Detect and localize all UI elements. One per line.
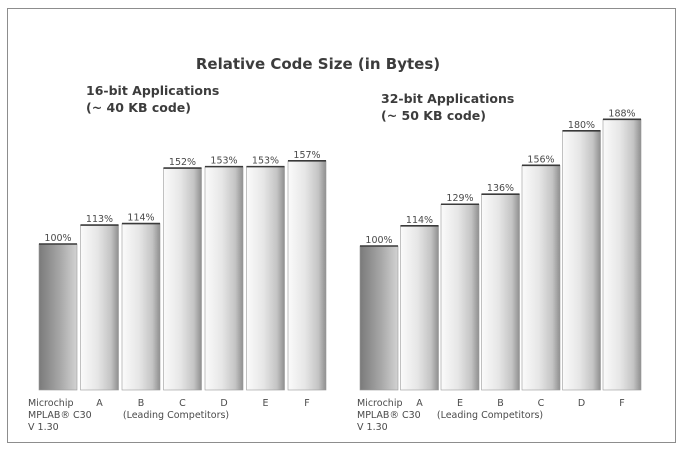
category-label-32bit: F [619, 398, 624, 409]
category-label-16bit: E [262, 398, 268, 409]
bar-16bit-a [80, 224, 119, 391]
category-label-16bit: F [304, 398, 309, 409]
panel-16bit-title: 16-bit Applications [86, 83, 219, 98]
value-label-32bit: 114% [406, 215, 433, 226]
baseline-label-16bit: V 1.30 [28, 422, 59, 433]
footnote-32bit: (Leading Competitors) [437, 410, 543, 421]
bar-16bit-d [204, 166, 244, 391]
baseline-label-32bit: MPLAB® C30 [357, 410, 421, 421]
value-label-32bit: 156% [527, 154, 554, 165]
bar-32bit-e [440, 203, 480, 391]
category-label-32bit: C [538, 398, 545, 409]
category-label-16bit: D [220, 398, 227, 409]
baseline-label-32bit: V 1.30 [357, 422, 388, 433]
bar-16bit-microchip [38, 243, 78, 391]
value-label-16bit: 157% [293, 150, 320, 161]
bar-16bit-b [121, 223, 161, 391]
category-label-32bit: D [578, 398, 585, 409]
value-label-16bit: 153% [210, 156, 237, 167]
bar-16bit-c [163, 167, 202, 391]
value-label-32bit: 136% [487, 183, 514, 194]
baseline-label-32bit: Microchip [357, 398, 402, 409]
bars-16bit-group: 100% 113% A 114% B 152% C 153% D 153% E 157% F Microc… [28, 150, 327, 433]
bars-32bit-group: 100% 114% A 129% E 136% B 156% C 180% D 188% F Microc… [357, 108, 642, 433]
category-label-16bit: C [179, 398, 186, 409]
baseline-label-16bit: MPLAB® C30 [28, 410, 92, 421]
panel-32bit-title: 32-bit Applications [381, 91, 514, 106]
category-label-32bit: B [497, 398, 504, 409]
value-label-16bit: 114% [127, 213, 154, 224]
bar-32bit-a [400, 225, 439, 391]
value-label-32bit: 129% [446, 193, 473, 204]
bar-32bit-b [481, 193, 520, 391]
value-label-16bit: 152% [169, 157, 196, 168]
bar-32bit-microchip [359, 245, 399, 391]
baseline-label-16bit: Microchip [28, 398, 73, 409]
bar-32bit-f [602, 118, 642, 391]
chart-svg: Relative Code Size (in Bytes) 16-bit App… [28, 55, 642, 433]
value-label-16bit: 113% [86, 214, 113, 225]
value-label-32bit: 180% [568, 120, 595, 131]
panel-32bit-subtitle: (~ 50 KB code) [381, 108, 486, 123]
bar-32bit-d [562, 130, 601, 391]
value-label-32bit: 100% [365, 235, 392, 246]
chart-frame: Relative Code Size (in Bytes) 16-bit App… [7, 8, 676, 443]
panel-16bit-subtitle: (~ 40 KB code) [86, 100, 191, 115]
value-label-16bit: 153% [252, 156, 279, 167]
bar-32bit-c [521, 165, 561, 391]
bar-16bit-f [287, 160, 327, 391]
category-label-32bit: A [416, 398, 423, 409]
category-label-16bit: B [138, 398, 145, 409]
category-label-16bit: A [96, 398, 103, 409]
value-label-16bit: 100% [44, 233, 71, 244]
category-label-32bit: E [457, 398, 463, 409]
chart-title: Relative Code Size (in Bytes) [196, 55, 440, 73]
bar-16bit-e [246, 166, 285, 391]
value-label-32bit: 188% [608, 108, 635, 119]
footnote-16bit: (Leading Competitors) [123, 410, 229, 421]
